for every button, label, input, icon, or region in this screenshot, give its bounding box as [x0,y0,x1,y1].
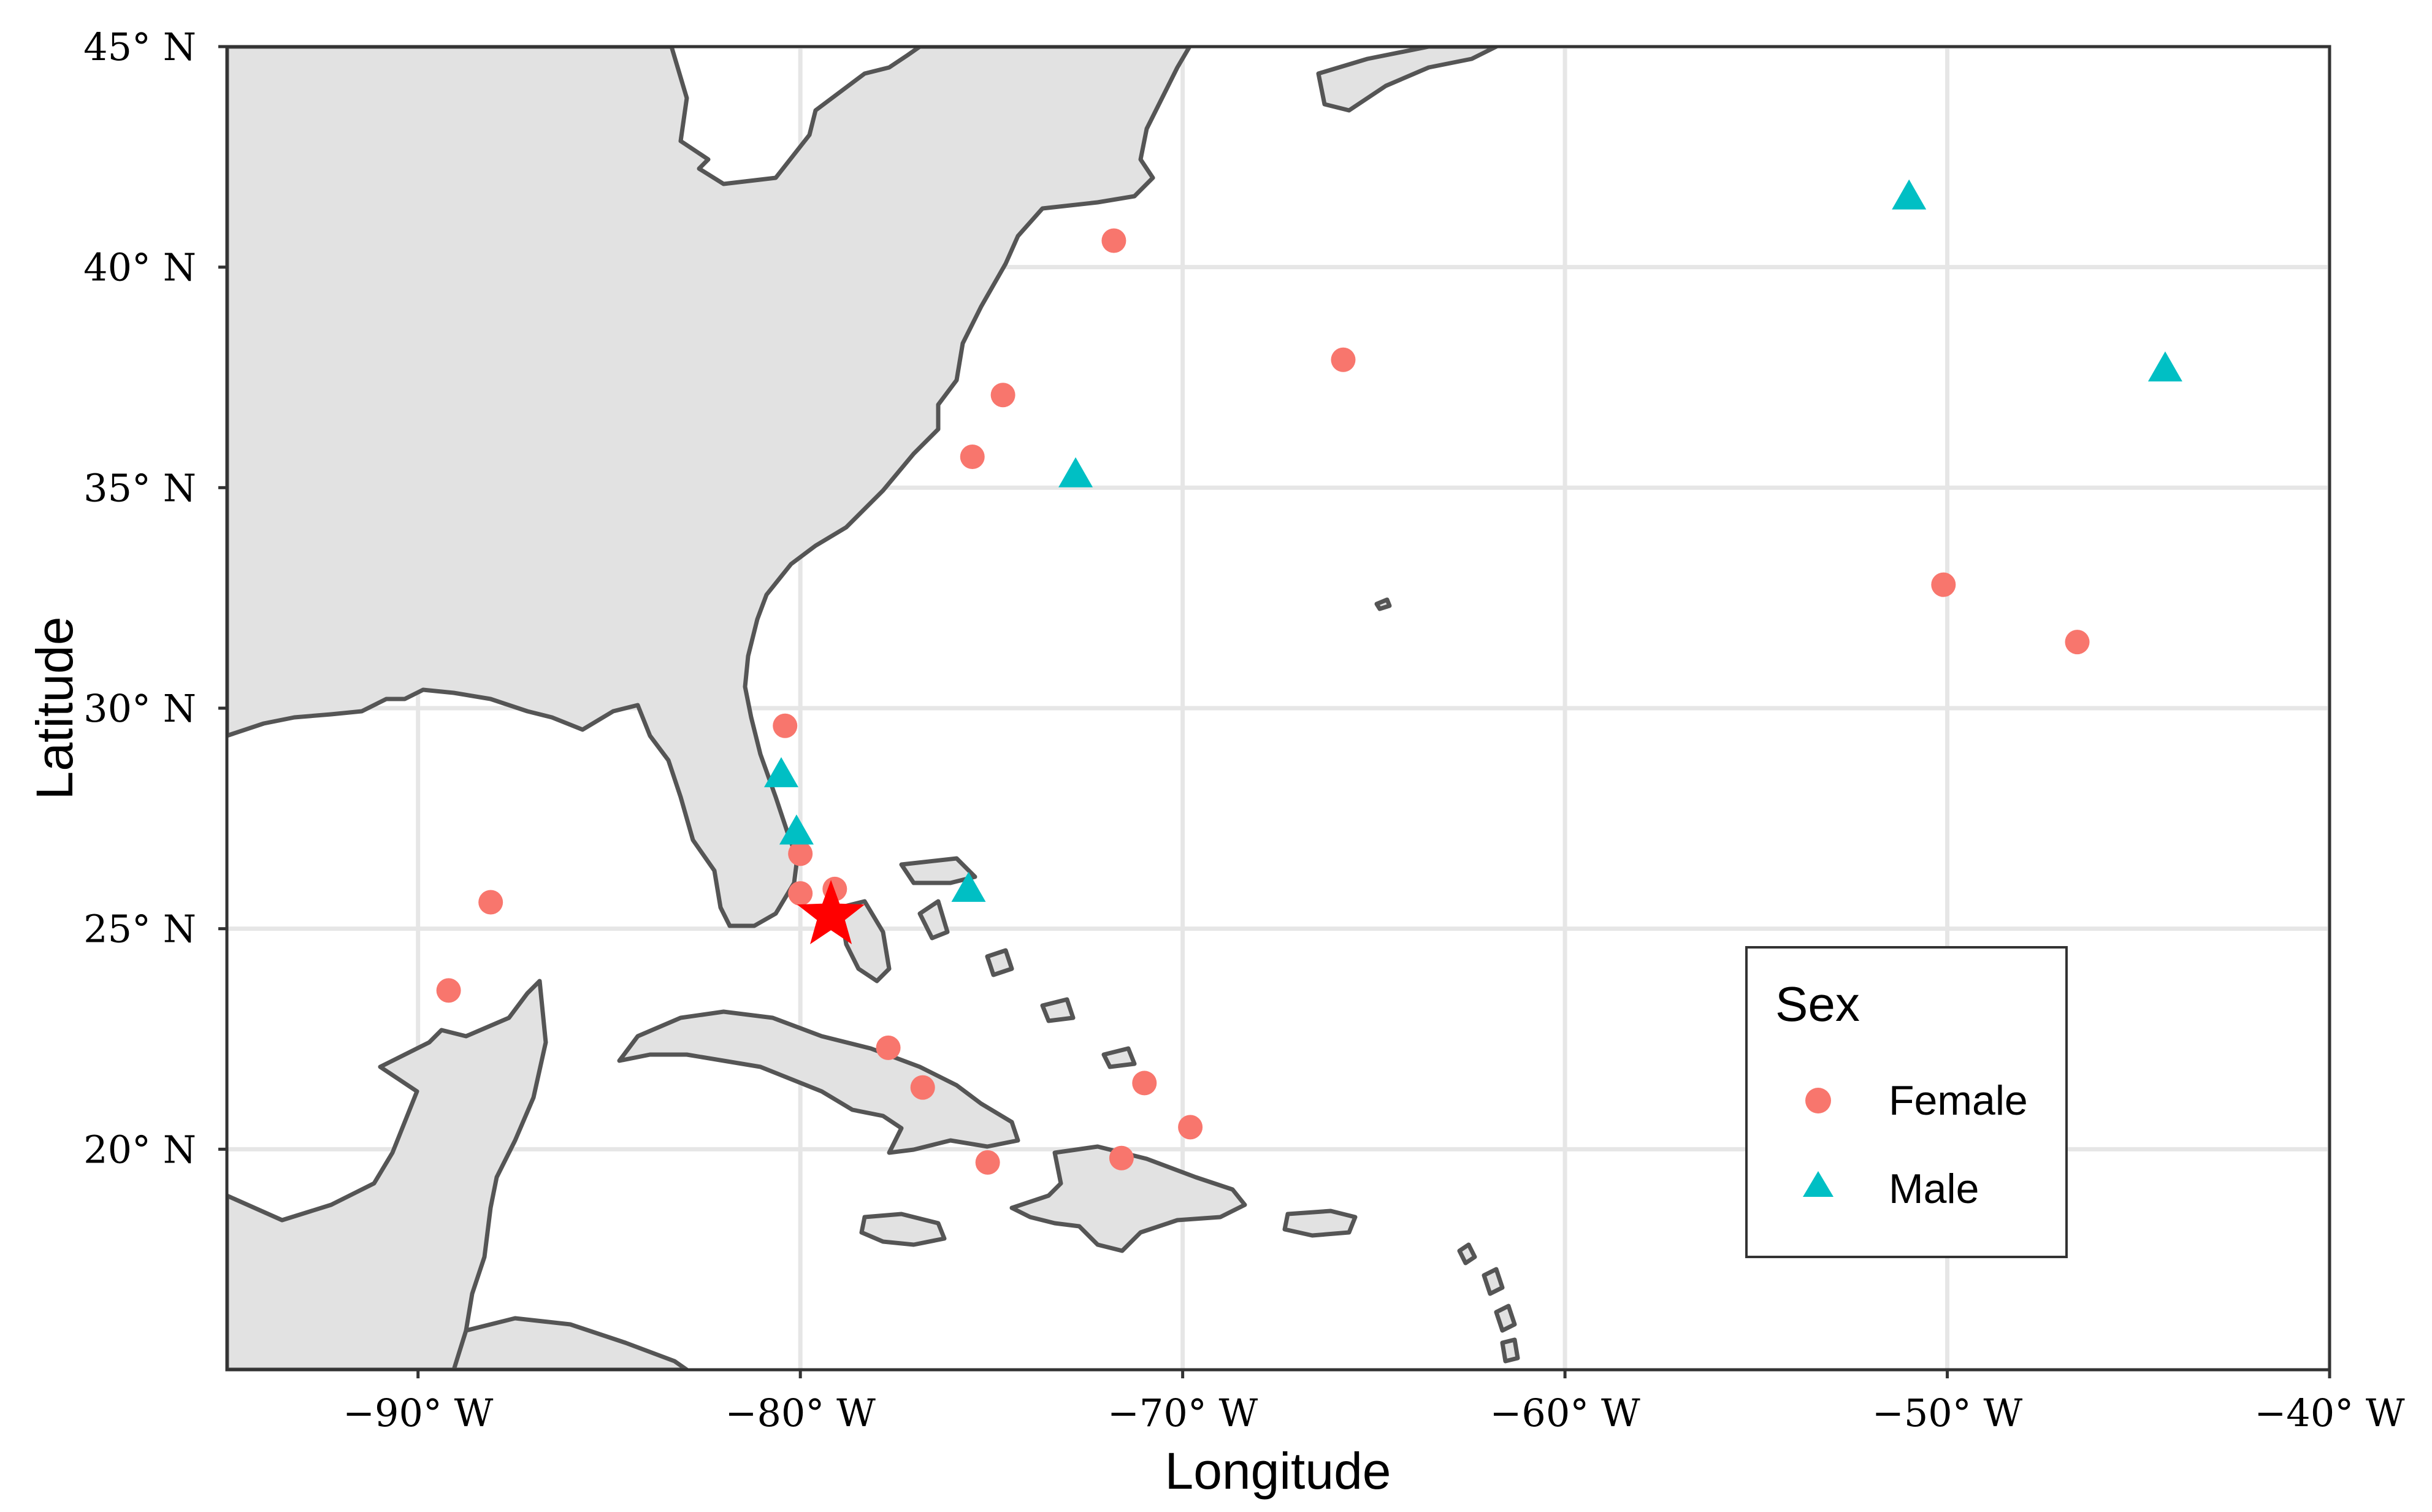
data-points [436,179,2182,1175]
x-axis: −90° W −80° W −70° W −60° W −50° W −40° W [343,1370,2405,1435]
y-tick-label: 40° N [83,245,196,290]
female-point [1109,1145,1134,1170]
female-point [788,881,813,906]
x-tick-label: −40° W [2254,1391,2405,1435]
yucatan-land [227,979,616,1370]
x-tick-label: −50° W [1872,1391,2023,1435]
legend-male-marker [1803,1171,1834,1197]
legend-box [1745,946,2068,1258]
bermuda-land [1374,597,1392,611]
female-point [436,978,461,1003]
highlight-star-marker [797,880,865,944]
jamaica-land [859,1212,947,1247]
female-point [788,841,813,866]
female-point [910,1075,935,1100]
female-point [1101,228,1126,253]
female-point [960,444,985,469]
x-tick-label: −90° W [343,1391,494,1435]
hispaniola-land [1009,1144,1247,1253]
legend-female-marker [1805,1088,1831,1113]
bahamas-andros-land [838,899,892,983]
x-tick-label: −80° W [725,1391,876,1435]
y-tick-label: 20° N [83,1127,196,1172]
x-tick-label: −60° W [1489,1391,1640,1435]
y-axis-title: Latitude [26,617,83,800]
female-point [1178,1115,1203,1140]
puerto-rico-land [1282,1208,1358,1238]
female-point [478,890,503,915]
y-tick-label: 35° N [83,465,196,510]
bahamas-islands-land [899,856,1137,1069]
y-axis: 20° N 25° N 30° N 35° N 40° N 45° N [83,25,227,1172]
legend: Sex Female Male [1745,946,2068,1258]
north-america-land [227,47,1192,928]
legend-female-label: Female [1889,1077,2028,1124]
female-point [1331,347,1356,372]
female-point [975,1150,1000,1175]
female-point [773,713,798,738]
female-point [990,383,1015,408]
female-point [2065,630,2090,655]
male-point [1058,457,1093,487]
female-point [876,1035,901,1060]
female-point [1931,572,1956,597]
x-tick-label: −70° W [1107,1391,1258,1435]
male-point [779,814,814,845]
male-point [764,757,799,787]
male-point [951,871,986,902]
cuba-land [617,1009,1020,1155]
y-tick-label: 25° N [83,907,196,952]
y-tick-label: 30° N [83,686,196,731]
y-tick-label: 45° N [83,25,196,69]
female-point [1132,1071,1157,1096]
male-point [2147,351,2182,382]
legend-title: Sex [1775,977,1860,1031]
lesser-antilles-land [1457,1242,1520,1364]
male-point [1892,179,1927,210]
legend-male-label: Male [1889,1166,1979,1212]
nova-scotia-land [1316,47,1499,113]
x-axis-title: Longitude [1164,1442,1391,1500]
